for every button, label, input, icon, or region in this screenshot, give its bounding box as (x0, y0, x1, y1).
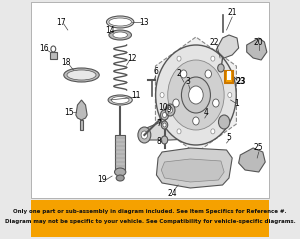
FancyBboxPatch shape (31, 200, 269, 237)
Text: 18: 18 (61, 58, 71, 66)
Text: 15: 15 (64, 108, 74, 116)
FancyBboxPatch shape (31, 2, 269, 198)
Text: 5: 5 (226, 134, 231, 142)
Polygon shape (155, 37, 236, 153)
Text: 14: 14 (106, 26, 115, 34)
Text: Only one part or sub-assembly in diagram included. See Item Specifics for Refere: Only one part or sub-assembly in diagram… (13, 208, 287, 213)
Text: 25: 25 (254, 143, 264, 152)
Text: 2: 2 (177, 69, 182, 77)
Text: 19: 19 (97, 175, 106, 185)
Text: 13: 13 (139, 17, 148, 27)
Text: 22: 22 (210, 38, 219, 47)
Circle shape (51, 46, 56, 52)
Circle shape (138, 127, 151, 143)
Circle shape (165, 104, 175, 116)
Ellipse shape (113, 32, 128, 38)
FancyBboxPatch shape (80, 120, 83, 130)
Ellipse shape (109, 18, 131, 26)
Polygon shape (161, 159, 224, 182)
Text: 12: 12 (128, 54, 137, 63)
Ellipse shape (67, 70, 96, 80)
Text: 21: 21 (227, 7, 237, 16)
Text: 6: 6 (153, 67, 158, 76)
Circle shape (211, 56, 215, 61)
Circle shape (163, 113, 167, 118)
Ellipse shape (64, 68, 99, 82)
Text: Diagram may not be specific to your vehicle. See Compatibility for vehicle-speci: Diagram may not be specific to your vehi… (4, 219, 296, 224)
Circle shape (182, 77, 210, 113)
Ellipse shape (109, 30, 131, 40)
Ellipse shape (116, 175, 124, 181)
Circle shape (177, 56, 181, 61)
Circle shape (161, 136, 168, 144)
Polygon shape (238, 148, 265, 172)
Circle shape (160, 110, 169, 120)
Circle shape (141, 131, 148, 139)
Circle shape (160, 92, 164, 98)
Polygon shape (142, 112, 226, 140)
Circle shape (180, 70, 187, 78)
Circle shape (177, 129, 181, 134)
Polygon shape (156, 148, 232, 188)
Text: 8: 8 (157, 137, 161, 147)
Circle shape (168, 60, 224, 130)
Polygon shape (76, 100, 87, 120)
Circle shape (163, 123, 166, 127)
Circle shape (218, 115, 230, 129)
Polygon shape (247, 38, 267, 60)
Circle shape (168, 107, 172, 113)
Circle shape (193, 117, 199, 125)
Circle shape (156, 45, 236, 145)
Text: 3: 3 (185, 77, 190, 87)
Ellipse shape (108, 95, 132, 105)
Ellipse shape (106, 16, 134, 28)
Circle shape (205, 70, 211, 78)
Text: 1: 1 (235, 98, 239, 108)
FancyBboxPatch shape (225, 71, 233, 83)
FancyBboxPatch shape (50, 52, 56, 59)
Circle shape (211, 129, 215, 134)
Circle shape (173, 99, 179, 107)
Text: 7: 7 (156, 119, 161, 127)
Text: 24: 24 (168, 189, 177, 197)
Text: 16: 16 (39, 43, 48, 53)
Circle shape (161, 121, 168, 129)
Circle shape (228, 92, 232, 98)
Text: 10: 10 (158, 103, 168, 112)
Circle shape (218, 64, 224, 72)
Text: 11: 11 (131, 91, 140, 99)
Text: 20: 20 (254, 38, 264, 47)
Ellipse shape (115, 168, 126, 176)
Text: 17: 17 (56, 17, 66, 27)
FancyBboxPatch shape (226, 71, 231, 80)
Circle shape (213, 99, 219, 107)
Text: 9: 9 (167, 105, 172, 114)
Text: 4: 4 (204, 108, 209, 116)
FancyBboxPatch shape (115, 135, 125, 170)
Ellipse shape (111, 97, 129, 103)
Text: 23: 23 (235, 77, 245, 87)
Circle shape (189, 86, 203, 104)
Polygon shape (216, 35, 239, 58)
